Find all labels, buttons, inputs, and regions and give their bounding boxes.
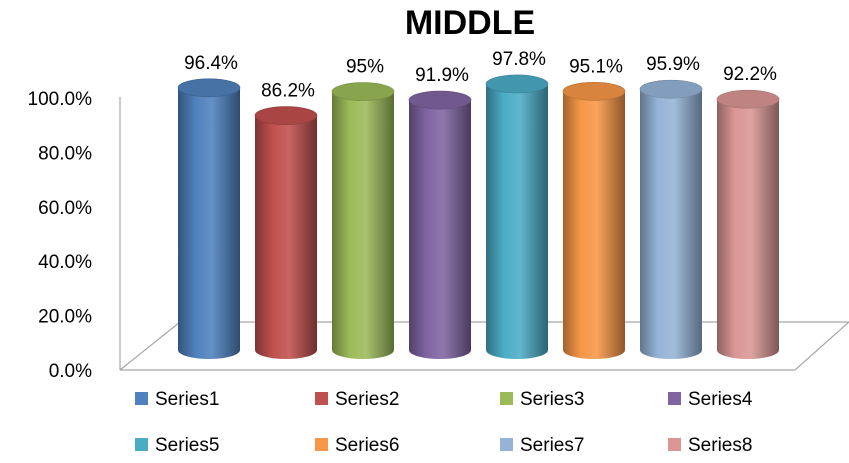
legend-item: Series2: [315, 389, 399, 410]
data-label: 95.9%: [646, 54, 700, 75]
data-label: 96.4%: [184, 53, 238, 74]
bar-top: [562, 82, 626, 101]
bar-body: [640, 89, 702, 359]
data-label: 92.2%: [723, 64, 777, 85]
bars: [177, 74, 780, 360]
y-tick-label: 100.0%: [28, 89, 93, 110]
y-tick-label: 20.0%: [38, 307, 92, 328]
bar: [562, 82, 626, 359]
bar-body: [409, 100, 471, 360]
bar-body: [178, 87, 240, 360]
legend-label: Series8: [688, 435, 752, 456]
bar-body: [563, 91, 625, 359]
chart-axes: [119, 97, 849, 371]
y-axis-ticks: 0.0% 20.0% 40.0% 60.0% 80.0% 100.0%: [28, 89, 93, 382]
legend-label: Series3: [520, 389, 584, 410]
legend-item: Series8: [668, 435, 752, 456]
legend-label: Series7: [520, 435, 584, 456]
bar-top: [639, 79, 703, 99]
legend-swatch: [135, 392, 148, 405]
bar-body: [717, 99, 779, 359]
legend-label: Series1: [155, 389, 219, 410]
legend-item: Series6: [315, 435, 399, 456]
legend-label: Series2: [335, 389, 399, 410]
chart-floor: [119, 321, 849, 371]
bar-top: [254, 106, 318, 125]
bar-body: [332, 91, 394, 359]
bar: [485, 74, 549, 359]
bar: [639, 79, 703, 359]
y-tick-label: 60.0%: [38, 198, 92, 219]
bar-top: [485, 74, 549, 94]
legend-swatch: [500, 438, 513, 451]
data-label: 97.8%: [492, 49, 546, 70]
bar: [177, 78, 241, 360]
legend-item: Series7: [500, 435, 584, 456]
bar: [254, 106, 318, 359]
bar-top: [331, 82, 395, 101]
legend-swatch: [315, 392, 328, 405]
legend-label: Series4: [688, 389, 753, 410]
legend-item: Series4: [668, 389, 753, 410]
legend-swatch: [668, 438, 681, 451]
legend-item: Series3: [500, 389, 584, 410]
legend-swatch: [135, 438, 148, 451]
bar: [408, 90, 472, 360]
data-label: 95%: [346, 57, 384, 78]
legend-swatch: [668, 392, 681, 405]
legend-item: Series5: [135, 435, 219, 456]
bar-body: [255, 115, 317, 359]
legend-swatch: [315, 438, 328, 451]
legend: Series1 Series2 Series3 Series4 Series5 Serie…: [135, 389, 753, 456]
legend-label: Series6: [335, 435, 399, 456]
bar-top: [716, 89, 780, 109]
bar-top: [408, 90, 472, 110]
data-labels: 96.4% 86.2% 95% 91.9% 97.8% 95.1% 95.9% 92.2%: [184, 49, 777, 102]
bar: [331, 82, 395, 359]
bar-top: [177, 78, 241, 98]
chart-title: MIDDLE: [405, 4, 535, 42]
bar: [716, 89, 780, 359]
data-label: 91.9%: [415, 65, 469, 86]
legend-swatch: [500, 392, 513, 405]
legend-item: Series1: [135, 389, 219, 410]
data-label: 95.1%: [569, 56, 623, 77]
y-tick-label: 0.0%: [49, 361, 92, 382]
bar-body: [486, 83, 548, 359]
legend-label: Series5: [155, 435, 219, 456]
y-tick-label: 40.0%: [38, 252, 92, 273]
data-label: 86.2%: [261, 81, 315, 102]
y-tick-label: 80.0%: [38, 143, 92, 164]
